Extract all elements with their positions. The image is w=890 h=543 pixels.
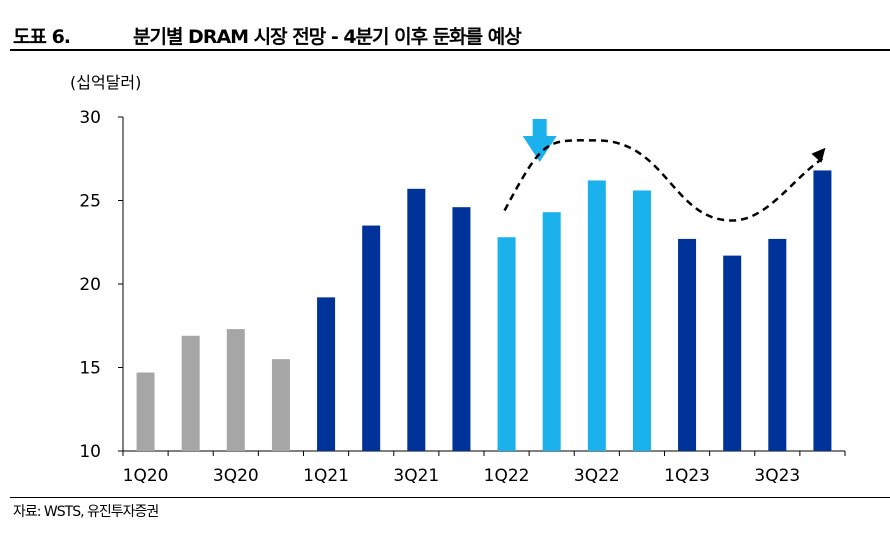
footer-rule [10,497,890,498]
x-tick-label: 3Q21 [393,466,439,486]
trend-curve [503,139,824,222]
bar-2Q22 [542,212,561,451]
x-tick-label: 1Q22 [484,466,530,486]
y-unit-label: (십억달러) [70,73,141,92]
trend-arrowhead-icon [811,147,826,163]
bar-3Q20 [226,329,245,451]
bar-3Q22 [587,180,606,451]
bar-2Q23 [723,255,742,451]
bar-2Q20 [181,335,200,451]
header-rule [10,49,890,51]
bar-4Q21 [452,207,471,451]
y-tick-label: 15 [79,359,101,379]
down-arrow-icon [522,119,557,162]
bar-1Q20 [136,372,155,451]
y-axis: 10 15 20 25 30 [79,108,124,462]
x-axis: 1Q20 3Q20 1Q21 3Q21 1Q22 3Q22 1Q23 3Q23 [122,450,846,486]
x-tick-label: 1Q20 [123,466,169,486]
bar-3Q23 [768,238,787,451]
bar-1Q21 [317,297,336,451]
source-note: 자료: WSTS, 유진투자증권 [13,504,159,520]
bar-4Q20 [271,359,290,451]
y-tick-label: 30 [79,108,101,128]
x-tick-label: 3Q22 [574,466,620,486]
bar-3Q21 [407,188,426,451]
y-tick-label: 25 [79,192,101,212]
x-tick-label: 3Q20 [213,466,259,486]
x-tick-label: 1Q23 [664,466,710,486]
bar-4Q22 [632,190,651,452]
bar-1Q22 [497,237,516,451]
bars [136,170,832,452]
bar-chart: (십억달러) 10 15 20 25 30 1Q20 3Q20 1Q21 3Q21 1Q22 3Q… [70,73,846,486]
bar-2Q21 [362,225,381,451]
figure-title: 분기별 DRAM 시장 전망 - 4분기 이후 둔화를 예상 [133,26,522,48]
y-tick-label: 20 [79,275,101,295]
x-tick-label: 1Q21 [303,466,349,486]
figure-label: 도표 6. [13,26,71,48]
figure-header: 도표 6. 분기별 DRAM 시장 전망 - 4분기 이후 둔화를 예상 [0,0,890,48]
y-tick-label: 10 [79,442,101,462]
x-tick-label: 3Q23 [754,466,800,486]
annotations [503,119,826,222]
bar-1Q23 [678,238,697,451]
bar-4Q23 [813,170,832,451]
